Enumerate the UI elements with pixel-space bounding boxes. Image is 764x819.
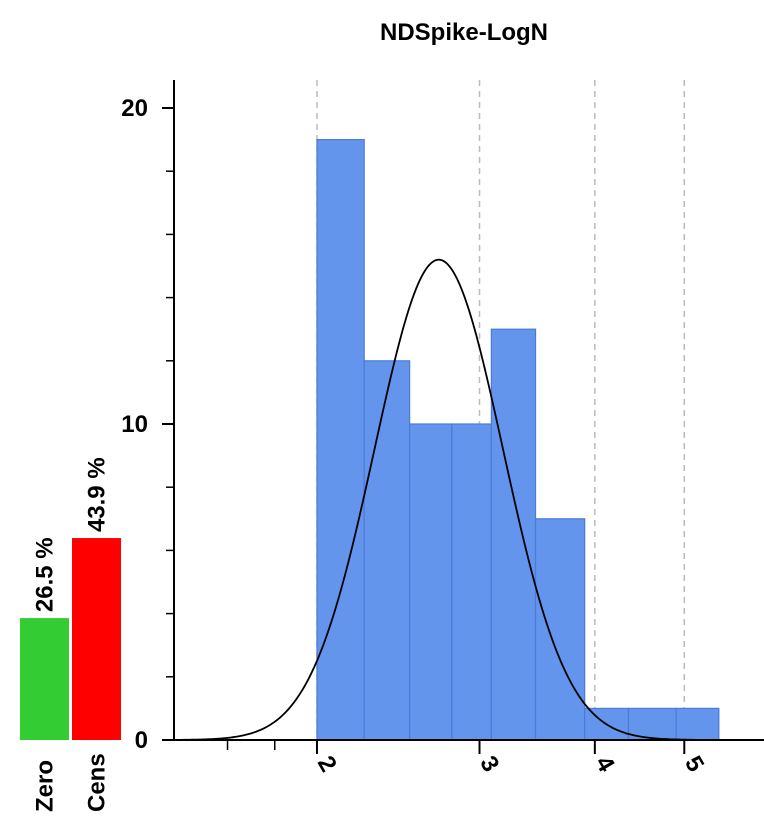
x-axis-ticks: 2 3 4 5	[226, 740, 709, 778]
y-tick-label: 10	[121, 411, 148, 438]
x-tick-label: 2	[312, 752, 342, 777]
side-bars: 26.5 % Zero 43.9 % Cens	[20, 457, 121, 812]
side-bar	[72, 538, 121, 740]
x-tick-label: 5	[679, 752, 709, 777]
histogram-bar	[490, 328, 537, 741]
histogram-bar	[675, 707, 720, 741]
x-tick-label: 3	[474, 752, 504, 777]
x-tick-label: 4	[590, 752, 620, 778]
side-bar-name-label: Cens	[84, 753, 111, 812]
y-tick-label: 0	[135, 727, 148, 754]
histogram-bar	[363, 360, 411, 741]
side-bar-percent-label: 26.5 %	[32, 537, 59, 612]
y-axis-ticks: 0 10 20	[121, 95, 174, 754]
side-bar-name-label: Zero	[32, 760, 59, 812]
histogram-bar	[451, 423, 492, 741]
histogram-bar	[316, 139, 365, 741]
histogram-bar	[409, 423, 453, 741]
histogram-bar	[534, 518, 586, 741]
chart-title: NDSpike-LogN	[380, 19, 548, 46]
y-tick-label: 20	[121, 95, 148, 122]
side-bar	[20, 618, 69, 740]
side-bar-percent-label: 43.9 %	[84, 457, 111, 532]
